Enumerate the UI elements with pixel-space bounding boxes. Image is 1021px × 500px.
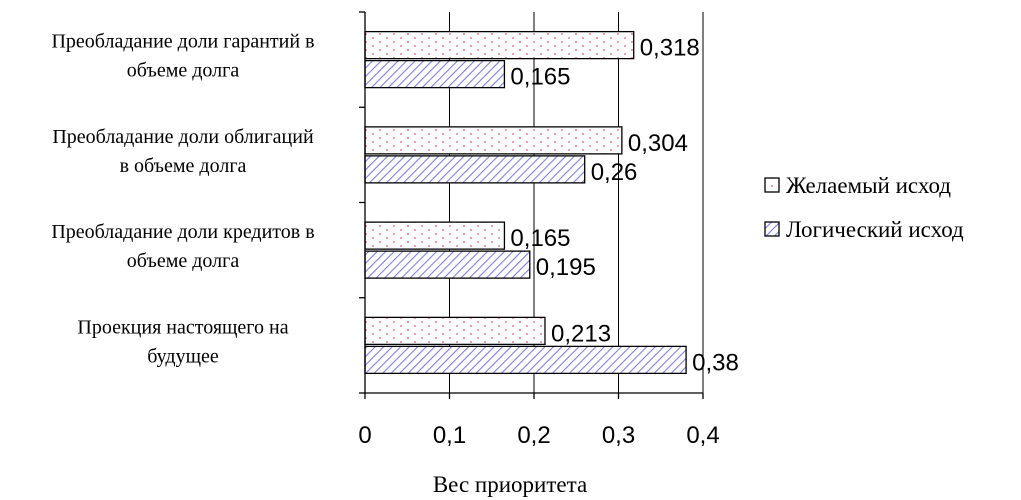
category-label: Преобладание доли гарантий в xyxy=(51,31,314,53)
data-label: 0,213 xyxy=(551,320,611,347)
legend-label: Желаемый исход xyxy=(786,173,951,198)
legend-swatch xyxy=(764,221,780,237)
bar-logical xyxy=(364,59,506,89)
data-label: 0,195 xyxy=(536,254,596,281)
category-label: в объеме долга xyxy=(120,155,247,177)
bar-logical xyxy=(364,250,531,279)
x-axis-title: Вес приоритета xyxy=(433,472,587,497)
data-label: 0,26 xyxy=(591,159,638,186)
bar-logical xyxy=(364,155,586,184)
category-label: объеме долга xyxy=(127,60,240,82)
category-label: Преобладание доли кредитов в xyxy=(51,221,314,243)
data-label: 0,38 xyxy=(692,349,739,376)
category-label: Проекция настоящего на xyxy=(77,316,288,338)
data-label: 0,165 xyxy=(510,225,570,252)
x-tick-label: 0,1 xyxy=(433,422,466,449)
axes xyxy=(359,11,704,399)
category-label: объеме долга xyxy=(127,250,240,272)
labels: 0,318 0,165 Преобладание доли гарантий в об… xyxy=(51,31,738,449)
category-label: Преобладание доли облигаций xyxy=(52,126,314,148)
legend-swatch xyxy=(764,177,780,193)
bar-desired xyxy=(364,126,623,155)
bar-logical xyxy=(364,345,687,375)
bar-desired xyxy=(364,221,506,250)
x-tick-label: 0,4 xyxy=(686,422,719,449)
data-label: 0,165 xyxy=(510,64,570,91)
x-tick-label: 0 xyxy=(358,422,371,449)
bars xyxy=(364,30,687,375)
data-label: 0,304 xyxy=(628,130,688,157)
x-tick-label: 0,3 xyxy=(602,422,635,449)
bar-desired xyxy=(364,30,635,60)
x-tick-label: 0,2 xyxy=(517,422,550,449)
category-label: будущее xyxy=(147,345,219,367)
bar-desired xyxy=(364,316,546,346)
data-label: 0,318 xyxy=(640,35,700,62)
legend: Желаемый исход Логический исход xyxy=(764,173,964,242)
legend-label: Логический исход xyxy=(786,217,964,242)
